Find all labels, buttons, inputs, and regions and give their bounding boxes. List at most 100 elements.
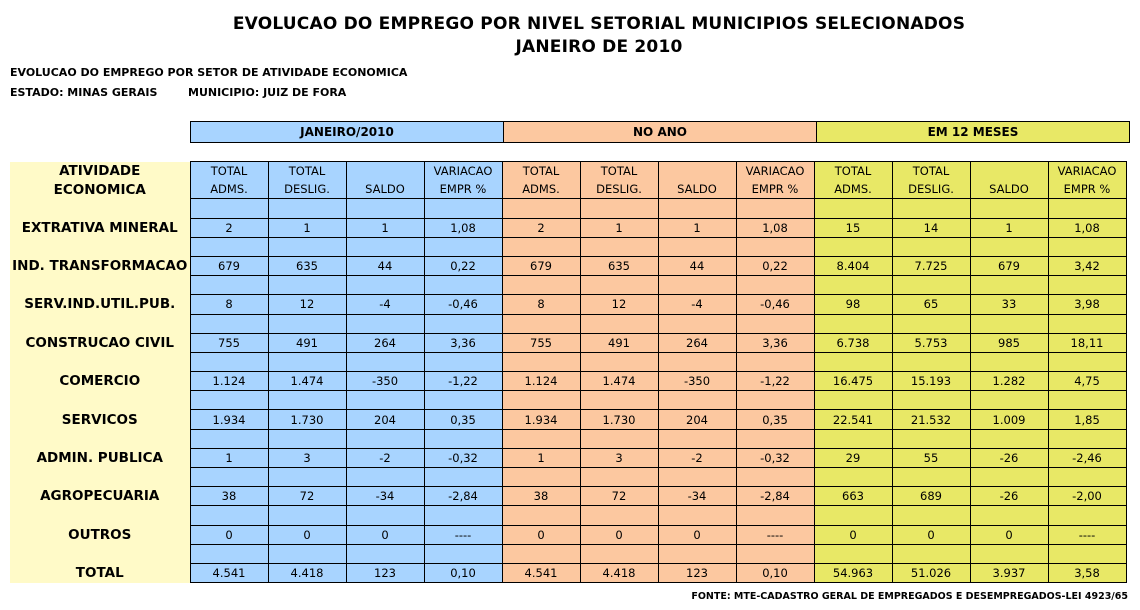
employment-table: ATIVIDADE TOTAL TOTAL VARIACAO TOTAL TOTAL VAR… [10,161,1127,584]
table-cell: 204 [345,409,425,430]
group-12-meses: EM 12 MESES [816,121,1130,143]
spacer-cell [423,275,503,295]
table-cell: 3 [579,447,659,469]
spacer-cell [891,429,971,449]
table-cell: 72 [579,486,659,507]
activity-name: AGROPECUARIA [10,486,190,506]
report-subtitle: EVOLUCAO DO EMPREGO POR SETOR DE ATIVIDA… [10,66,408,79]
table-cell: 1.730 [267,409,347,430]
activity-spacer [10,429,190,449]
spacer-cell [345,198,425,219]
spacer-cell [735,352,815,372]
table-cell: 1 [657,217,737,238]
spacer-cell [423,429,503,449]
spacer-cell [579,429,659,449]
spacer-cell [579,198,659,219]
activity-name: SERVICOS [10,409,190,430]
table-cell: 5.753 [891,332,971,353]
column-header-top: VARIACAO [735,161,815,181]
column-header-bottom: SALDO [657,180,737,200]
spacer-cell [189,544,269,564]
table-cell: -2,84 [423,486,503,507]
spacer-cell [189,352,269,372]
table-cell: 33 [969,294,1049,315]
spacer-cell [1047,505,1127,526]
period-group-header: JANEIRO/2010 NO ANO EM 12 MESES [190,121,1130,143]
spacer-cell [423,198,503,219]
table-cell: 8 [501,294,581,315]
spacer-cell [813,429,893,449]
spacer-cell [657,237,737,257]
spacer-cell [501,467,581,487]
table-cell: 38 [501,486,581,507]
table-cell: 14 [891,217,971,238]
spacer-cell [735,198,815,219]
spacer-cell [189,505,269,526]
spacer-cell [345,237,425,257]
table-cell: 663 [813,486,893,507]
table-cell: 3 [267,447,347,469]
spacer-cell [423,314,503,334]
table-cell: 0 [657,524,737,545]
table-cell: 679 [189,255,269,277]
table-cell: 4.541 [189,562,269,584]
spacer-cell [735,467,815,487]
table-cell: -2,46 [1047,447,1127,469]
table-cell: 3,98 [1047,294,1127,315]
table-cell: 12 [579,294,659,315]
table-cell: 4,75 [1047,371,1127,392]
spacer-cell [657,467,737,487]
column-header-top: TOTAL [891,161,971,181]
spacer-cell [735,314,815,334]
column-header-row-2: ECONOMICA ADMS. DESLIG. SALDO EMPR % ADMS. DES… [10,180,1127,200]
table-cell: 1 [579,217,659,238]
spacer-cell [501,544,581,564]
table-cell: 16.475 [813,371,893,392]
table-cell: 0 [189,524,269,545]
spacer-cell [969,467,1049,487]
table-cell: 18,11 [1047,332,1127,353]
table-cell: 8.404 [813,255,893,277]
column-header-bottom: EMPR % [423,180,503,200]
table-cell: -0,46 [423,294,503,315]
activity-spacer [10,237,190,257]
table-cell: 0 [969,524,1049,545]
table-row: COMERCIO 1.124 1.474 -350 -1,22 1.124 1.474 -35… [10,371,1127,392]
spacer-cell [969,390,1049,410]
table-cell: 6.738 [813,332,893,353]
spacer-cell [735,275,815,295]
table-cell: 98 [813,294,893,315]
spacer-row [10,275,1127,295]
table-cell: 29 [813,447,893,469]
table-cell: 679 [501,255,581,277]
table-row: ADMIN. PUBLICA 1 3 -2 -0,32 1 3 -2 -0,32 29 55 -26-… [10,447,1127,469]
spacer-cell [891,352,971,372]
column-header-bottom: ADMS. [501,180,581,200]
table-cell: 1.474 [579,371,659,392]
group-janeiro: JANEIRO/2010 [190,121,504,143]
table-cell: 0 [813,524,893,545]
table-cell: 3,36 [423,332,503,353]
table-cell: 1 [969,217,1049,238]
spacer-cell [189,237,269,257]
spacer-cell [891,314,971,334]
spacer-cell [969,275,1049,295]
column-header-row-1: ATIVIDADE TOTAL TOTAL VARIACAO TOTAL TOTAL VAR… [10,161,1127,181]
spacer-cell [501,275,581,295]
table-cell: 3,36 [735,332,815,353]
column-header-bottom: DESLIG. [267,180,347,200]
column-header-top [969,161,1049,181]
spacer-cell [501,429,581,449]
spacer-cell [813,544,893,564]
table-cell: 1 [345,217,425,238]
location-line: ESTADO: MINAS GERAIS MUNICIPIO: JUIZ DE … [10,86,346,99]
spacer-cell [657,314,737,334]
spacer-cell [345,505,425,526]
spacer-cell [891,198,971,219]
table-cell: 1.282 [969,371,1049,392]
table-cell: 0 [891,524,971,545]
table-cell: -1,22 [423,371,503,392]
spacer-cell [189,314,269,334]
column-header-top: TOTAL [501,161,581,181]
spacer-cell [735,544,815,564]
